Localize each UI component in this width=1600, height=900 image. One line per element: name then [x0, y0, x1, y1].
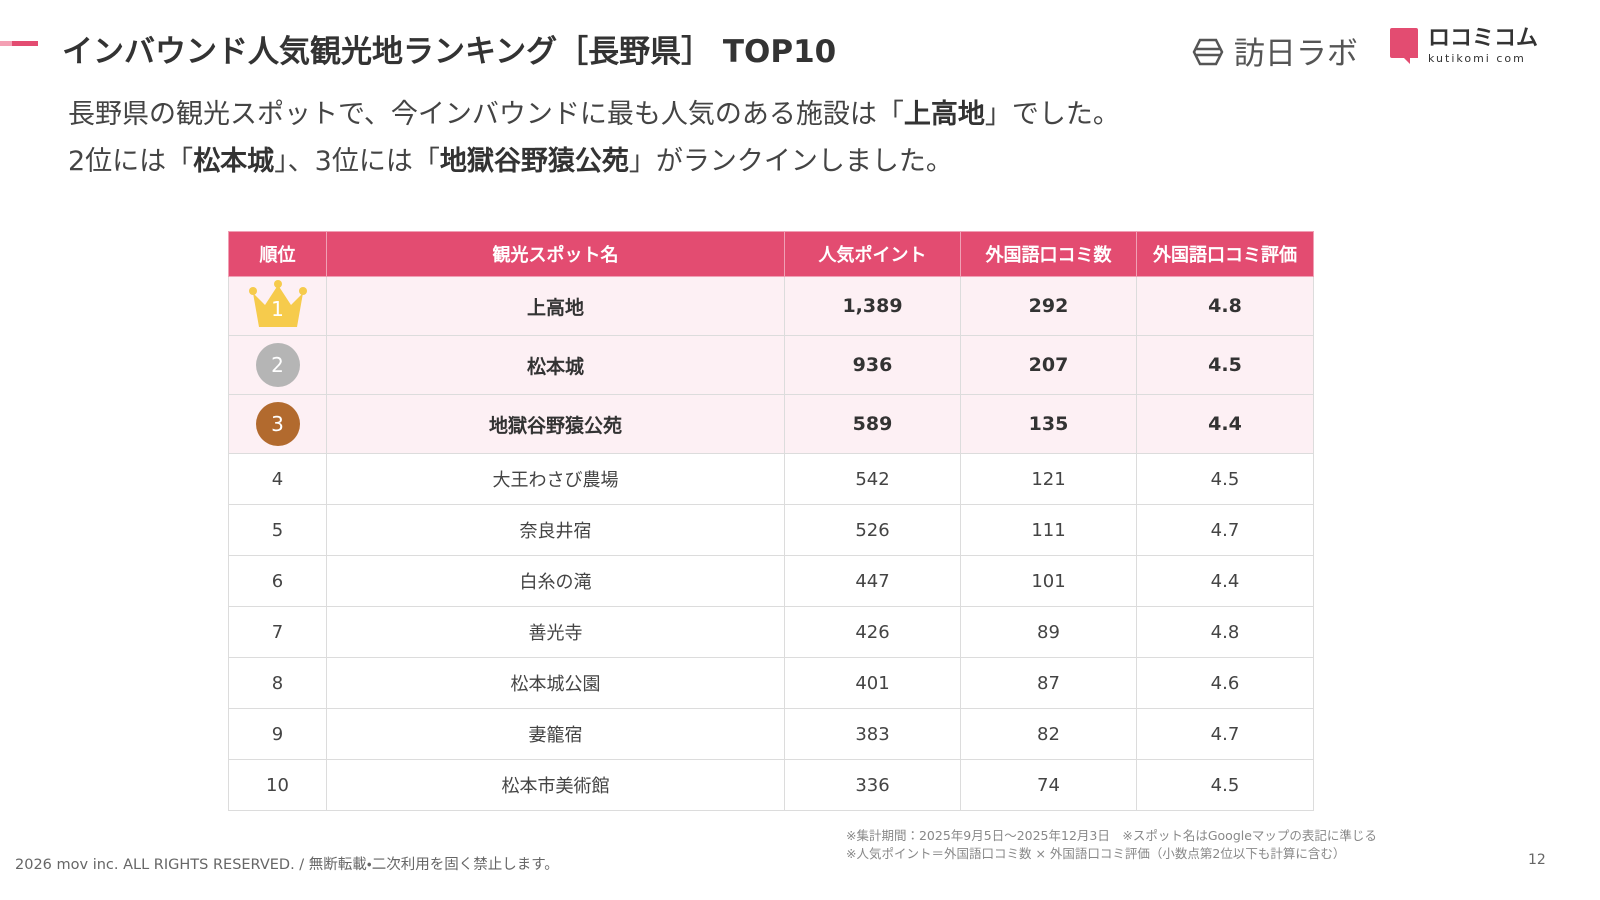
logo: 訪日ラボ [1192, 28, 1358, 73]
rank-cell: 4 [228, 453, 327, 505]
rank-cell: 1 [228, 276, 327, 336]
rank-cell: 10 [228, 759, 327, 811]
table-row: 5 奈良井宿 526 111 4.7 [228, 504, 1314, 556]
table-cell: 4.7 [1136, 504, 1314, 556]
intro-line: 長野県の観光スポットで、今インバウンドに最も人気のある施設は「上高地」でした。 [68, 92, 1120, 131]
table-cell: 4.5 [1136, 759, 1314, 811]
rank-cell: 7 [228, 606, 327, 658]
table-cell: 4.7 [1136, 708, 1314, 760]
rank-medal: 2 [255, 343, 300, 387]
logo-sub: kutikomi com [1428, 52, 1526, 65]
table-cell: 4.5 [1136, 453, 1314, 505]
table-cell: 526 [784, 504, 961, 556]
table-cell: 1,389 [784, 276, 961, 336]
rank-cell: 8 [228, 657, 327, 709]
column-header: 外国語口コミ評価 [1136, 231, 1314, 277]
table-cell: 地獄谷野猿公苑 [326, 394, 785, 454]
footnote: ※集計期間：2025年9月5日〜2025年12月3日 ※スポット名はGoogle… [846, 828, 1377, 843]
text: 長野県の観光スポットで、今インバウンドに最も人気のある施設は「 [68, 99, 904, 130]
title: インバウンド人気観光地ランキング［長野県］ TOP10 [62, 34, 837, 70]
table-cell: 白糸の滝 [326, 555, 785, 607]
crown [248, 279, 307, 327]
accent-bar [0, 41, 12, 46]
table-cell: 336 [784, 759, 961, 811]
accent-bar [0, 41, 38, 46]
table-cell: 上高地 [326, 276, 785, 336]
table-row: 6 白糸の滝 447 101 4.4 [228, 555, 1314, 607]
table-cell: 善光寺 [326, 606, 785, 658]
copyright: 2026 mov inc. ALL RIGHTS RESERVED. / 無断転… [15, 857, 559, 873]
text: 2位には「 [68, 146, 194, 177]
text: 」、3位には「 [274, 146, 440, 177]
rank-cell: 2 [228, 335, 327, 395]
logo-icon [1390, 28, 1418, 64]
emphasis: 松本城 [193, 146, 275, 177]
column-header: 順位 [228, 231, 327, 277]
header-row: 順位 観光スポット名 人気ポイント 外国語口コミ数 外国語口コミ評価 [228, 231, 1314, 277]
table-cell: 87 [960, 657, 1137, 709]
rank-number: 1 [271, 296, 284, 321]
table-cell: 4.8 [1136, 606, 1314, 658]
emphasis: 地獄谷野猿公苑 [439, 146, 629, 177]
table-cell: 542 [784, 453, 961, 505]
crown-icon: 1 [247, 279, 309, 329]
table-row: 4 大王わさび農場 542 121 4.5 [228, 453, 1314, 505]
intro-line: 2位には「松本城」、3位には「地獄谷野猿公苑」がランクインしました。 [68, 139, 953, 178]
table-cell: 426 [784, 606, 961, 658]
rank-cell: 9 [228, 708, 327, 760]
table-cell: 121 [960, 453, 1137, 505]
table-cell: 447 [784, 555, 961, 607]
table-cell: 4.8 [1136, 276, 1314, 336]
ranking-table: 順位 観光スポット名 人気ポイント 外国語口コミ数 外国語口コミ評価 1 上高地 1,389… [228, 231, 1314, 811]
logo-text: ロコミコム [1428, 26, 1539, 51]
table-cell: 松本市美術館 [326, 759, 785, 811]
table-row: 9 妻籠宿 383 82 4.7 [228, 708, 1314, 760]
text: 」でした。 [984, 99, 1120, 130]
column-header: 観光スポット名 [326, 231, 785, 277]
table-cell: 111 [960, 504, 1137, 556]
table-cell: 82 [960, 708, 1137, 760]
emphasis: 上高地 [903, 99, 985, 130]
rank-medal: 3 [255, 402, 300, 446]
table-cell: 207 [960, 335, 1137, 395]
logo-text: 訪日ラボ [1233, 36, 1358, 72]
table-row: 2 松本城 936 207 4.5 [228, 335, 1314, 395]
table-cell: 松本城公園 [326, 657, 785, 709]
table-cell: 4.5 [1136, 335, 1314, 395]
table-cell: 383 [784, 708, 961, 760]
table-cell: 89 [960, 606, 1137, 658]
table-cell: 936 [784, 335, 961, 395]
table-cell: 4.4 [1136, 394, 1314, 454]
page-number: 12 [1528, 852, 1546, 868]
table-cell: 4.4 [1136, 555, 1314, 607]
table-row: 3 地獄谷野猿公苑 589 135 4.4 [228, 394, 1314, 454]
table-row: 7 善光寺 426 89 4.8 [228, 606, 1314, 658]
table-cell: 4.6 [1136, 657, 1314, 709]
table-cell: 101 [960, 555, 1137, 607]
table-row: 10 松本市美術館 336 74 4.5 [228, 759, 1314, 811]
table-cell: 奈良井宿 [326, 504, 785, 556]
logo: ロコミコム kutikomi com [1388, 26, 1538, 65]
rank-cell: 6 [228, 555, 327, 607]
table-row: 8 松本城公園 401 87 4.6 [228, 657, 1314, 709]
table-cell: 135 [960, 394, 1137, 454]
text: 」がランクインしました。 [628, 146, 953, 177]
rank-cell: 5 [228, 504, 327, 556]
table-cell: 大王わさび農場 [326, 453, 785, 505]
table-row: 1 上高地 1,389 292 4.8 [228, 276, 1314, 336]
table-cell: 74 [960, 759, 1137, 811]
rank-cell: 3 [228, 394, 327, 454]
table-cell: 589 [784, 394, 961, 454]
table-cell: 292 [960, 276, 1137, 336]
table-cell: 401 [784, 657, 961, 709]
table-cell: 松本城 [326, 335, 785, 395]
table-cell: 妻籠宿 [326, 708, 785, 760]
logo-icon [1192, 38, 1224, 66]
column-header: 人気ポイント [784, 231, 961, 277]
footnote: ※人気ポイント＝外国語口コミ数 × 外国語口コミ評価（小数点第2位以下も計算に含… [846, 846, 1346, 861]
column-header: 外国語口コミ数 [960, 231, 1137, 277]
